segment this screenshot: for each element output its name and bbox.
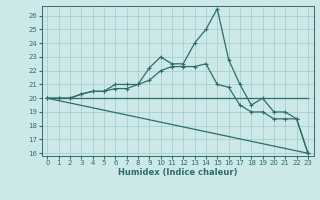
- X-axis label: Humidex (Indice chaleur): Humidex (Indice chaleur): [118, 168, 237, 177]
